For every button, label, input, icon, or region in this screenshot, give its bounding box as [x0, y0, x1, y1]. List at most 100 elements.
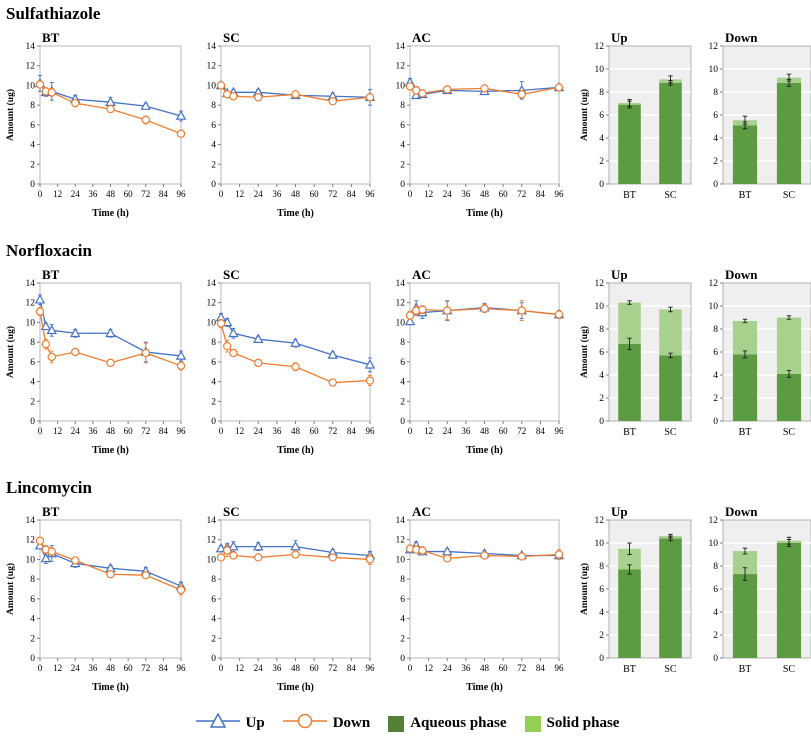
category-label: BT — [623, 427, 636, 438]
stacked-bar-sc — [659, 306, 682, 421]
svg-text:48: 48 — [106, 663, 116, 673]
category-label: SC — [783, 664, 796, 675]
svg-text:72: 72 — [517, 426, 526, 436]
svg-text:4: 4 — [599, 371, 604, 381]
svg-text:0: 0 — [30, 180, 35, 190]
svg-text:4: 4 — [713, 371, 718, 381]
svg-text:24: 24 — [443, 663, 453, 673]
x-axis-label: Time (h) — [277, 208, 314, 219]
svg-text:24: 24 — [443, 189, 453, 199]
chart-cell-lincomycin-bt: 0 2 4 6 8 10 12 14 0 12 24 36 48 60 72 84 96 BT Time (h) Am… — [4, 504, 189, 701]
svg-text:12: 12 — [709, 42, 719, 52]
svg-text:4: 4 — [599, 608, 604, 618]
chart-cell-sulfathiazole-down-bar: 0 2 4 6 8 10 12 Down BT SC — [699, 30, 811, 227]
svg-text:8: 8 — [599, 88, 604, 98]
legend-label-down: Down — [332, 715, 371, 731]
chart-title: SC — [223, 267, 240, 282]
svg-text:12: 12 — [595, 42, 605, 52]
svg-text:48: 48 — [480, 663, 490, 673]
axes: 0 2 4 6 8 10 12 — [709, 516, 723, 664]
svg-text:6: 6 — [400, 358, 405, 368]
svg-text:0: 0 — [211, 180, 216, 190]
chart-title: Down — [725, 30, 758, 45]
svg-text:6: 6 — [599, 111, 604, 121]
svg-text:2: 2 — [599, 157, 604, 167]
svg-text:72: 72 — [328, 426, 337, 436]
chart-cell-lincomycin-up-bar: 0 2 4 6 8 10 12 Up Amount (ug) BT SC — [579, 504, 695, 701]
chart-lincomycin-down-bar: 0 2 4 6 8 10 12 Down BT SC — [709, 504, 811, 675]
svg-text:60: 60 — [499, 189, 509, 199]
chart-cell-norfloxacin-ac: 0 2 4 6 8 10 12 14 0 12 24 36 48 60 72 84 96 AC Time (h) — [382, 267, 567, 464]
svg-text:2: 2 — [30, 160, 35, 170]
charts-row-norfloxacin: 0 2 4 6 8 10 12 14 0 12 24 36 48 60 72 84 96 BT Time (h) Am… — [4, 267, 811, 464]
legend-label-solid-phase: Solid phase — [546, 715, 620, 731]
svg-text:0: 0 — [38, 663, 43, 673]
svg-text:60: 60 — [310, 189, 320, 199]
svg-text:10: 10 — [595, 539, 605, 549]
svg-text:36: 36 — [461, 663, 471, 673]
svg-text:12: 12 — [26, 299, 36, 309]
svg-text:12: 12 — [396, 299, 406, 309]
stacked-bar-sc — [776, 536, 802, 658]
svg-text:0: 0 — [408, 426, 413, 436]
axes: 0 2 4 6 8 10 12 — [709, 42, 723, 190]
svg-text:6: 6 — [30, 121, 35, 131]
stacked-bar-bt — [618, 542, 641, 658]
svg-text:72: 72 — [141, 189, 150, 199]
svg-text:96: 96 — [177, 663, 187, 673]
chart-title: Down — [725, 267, 758, 282]
legend-item-solid-phase: Solid phase — [524, 715, 620, 732]
chart-cell-sulfathiazole-ac: 0 2 4 6 8 10 12 14 0 12 24 36 48 60 72 84 96 AC Time (h) — [382, 30, 567, 227]
chart-title: Up — [611, 30, 628, 45]
svg-text:6: 6 — [713, 348, 718, 358]
compound-section-norfloxacin: Norfloxacin 0 2 4 6 8 10 12 14 0 12 24 36 48 60 72 84 96… — [4, 241, 811, 464]
x-axis-label: Time (h) — [92, 445, 129, 456]
svg-text:2: 2 — [599, 631, 604, 641]
axes: 0 2 4 6 8 10 12 — [709, 279, 723, 427]
figure-legend: Up Down Aqueous phase Solid phase — [4, 711, 811, 736]
svg-text:12: 12 — [53, 663, 62, 673]
svg-text:12: 12 — [709, 279, 719, 289]
svg-text:60: 60 — [124, 663, 134, 673]
chart-norfloxacin-up-bar: 0 2 4 6 8 10 12 Up Amount (ug) BT SC — [579, 267, 692, 438]
svg-text:0: 0 — [713, 180, 718, 190]
svg-text:4: 4 — [400, 615, 405, 625]
svg-text:36: 36 — [88, 189, 98, 199]
svg-text:2: 2 — [211, 634, 216, 644]
svg-text:12: 12 — [424, 189, 433, 199]
svg-text:10: 10 — [709, 65, 719, 75]
svg-text:84: 84 — [536, 189, 546, 199]
svg-text:14: 14 — [396, 279, 406, 289]
up-triangle-marker-icon — [195, 711, 240, 736]
svg-text:48: 48 — [291, 426, 301, 436]
svg-text:10: 10 — [595, 65, 605, 75]
stacked-bar-sc — [659, 533, 682, 658]
svg-text:8: 8 — [713, 88, 718, 98]
svg-text:60: 60 — [310, 426, 320, 436]
stacked-bar-bt — [732, 115, 758, 184]
legend-label-aqueous-phase: Aqueous phase — [410, 715, 507, 731]
svg-text:0: 0 — [219, 426, 224, 436]
svg-text:48: 48 — [480, 426, 490, 436]
compound-section-lincomycin: Lincomycin 0 2 4 6 8 10 12 14 0 12 24 36 48 60 72 84 96 B… — [4, 478, 811, 701]
svg-text:6: 6 — [211, 595, 216, 605]
chart-title: AC — [412, 267, 431, 282]
chart-cell-norfloxacin-bt: 0 2 4 6 8 10 12 14 0 12 24 36 48 60 72 84 96 BT Time (h) Am… — [4, 267, 189, 464]
svg-text:36: 36 — [272, 663, 282, 673]
svg-text:10: 10 — [207, 318, 217, 328]
svg-text:0: 0 — [713, 654, 718, 664]
svg-text:12: 12 — [709, 516, 719, 526]
svg-text:2: 2 — [400, 160, 405, 170]
axes: 0 2 4 6 8 10 12 — [595, 279, 609, 427]
svg-text:96: 96 — [555, 189, 565, 199]
svg-text:12: 12 — [595, 516, 605, 526]
category-label: BT — [623, 664, 636, 675]
